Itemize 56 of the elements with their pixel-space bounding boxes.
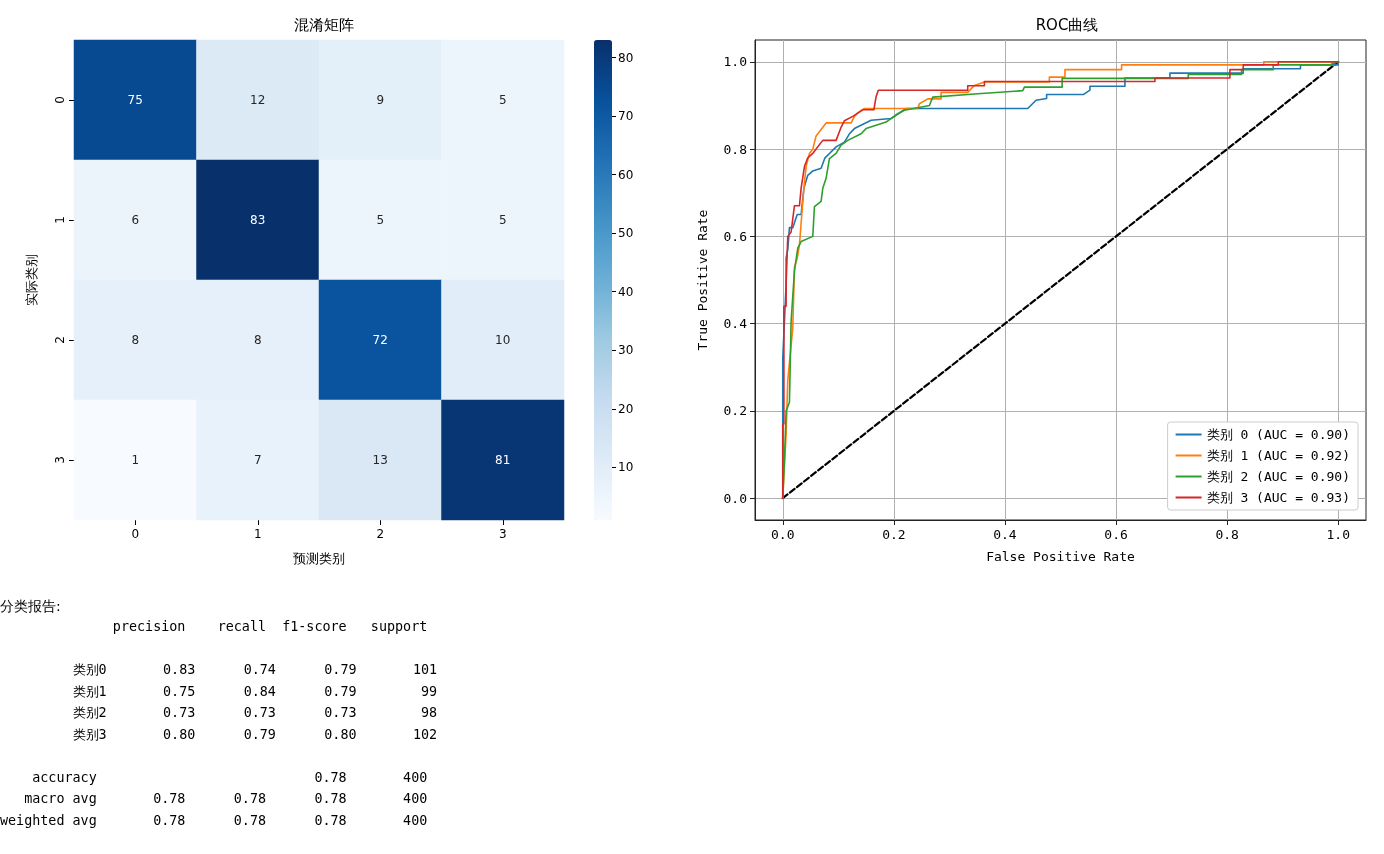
y-axis-title: 实际类别 <box>24 254 39 306</box>
color-bar-label: 40 <box>618 284 634 299</box>
text: 分类报告: <box>0 598 62 616</box>
y-tick-label: 0 <box>53 96 67 104</box>
x-tick-label: 2 <box>376 527 385 541</box>
y-axis-title: True Positive Rate <box>695 209 710 351</box>
y-tick-label: 0.2 <box>723 403 747 419</box>
data-label: 7 <box>253 453 262 467</box>
x-tick-label: 0.4 <box>993 527 1017 542</box>
data-label: 72 <box>372 333 388 347</box>
color-bar-label: 60 <box>618 167 634 182</box>
y-tick-label: 1.0 <box>723 54 747 70</box>
data-label: 13 <box>372 453 388 467</box>
x-tick-label: 0.2 <box>882 527 906 542</box>
y-tick-label: 1 <box>53 216 67 224</box>
data-label: 8 <box>253 333 262 347</box>
legend-label: 类别 2 (AUC = 0.90) <box>1206 469 1351 484</box>
x-tick-label: 0.6 <box>1104 527 1128 542</box>
color-bar-label: 80 <box>618 50 634 65</box>
color-bar-label: 70 <box>618 109 634 124</box>
data-label: 81 <box>495 453 511 467</box>
legend-label: 类别 3 (AUC = 0.93) <box>1206 490 1351 505</box>
x-axis-title: False Positive Rate <box>986 549 1136 564</box>
data-label: 10 <box>495 333 511 347</box>
y-tick-label: 0.6 <box>723 228 747 244</box>
x-axis-title: 预测类别 <box>293 551 345 566</box>
data-label: 75 <box>127 93 143 107</box>
color-bar-label: 20 <box>618 401 634 416</box>
x-tick-label: 0 <box>131 527 140 541</box>
data-label: 5 <box>376 213 385 227</box>
x-tick-label: 3 <box>498 527 507 541</box>
legend-label: 类别 1 (AUC = 0.92) <box>1206 448 1351 463</box>
x-tick-label: 0.8 <box>1215 527 1239 542</box>
data-label: 1 <box>131 453 140 467</box>
chart-title: ROC曲线 <box>1035 15 1099 34</box>
text: precision recall f1-score support 类别0 0.83 0.74 0.79 101 类别1 0.75 0.84 0.79 99 类别2 0.73 0.73 0.73 98 类别3 0.80 0.79 0.80 102 accuracy 0.78 400 macro avg 0.78 0.78 0.78 400 weighted avg 0.78 0.78 0.78 400 <box>0 619 438 828</box>
data-label: 83 <box>250 213 266 227</box>
y-tick-label: 0.8 <box>723 141 747 157</box>
data-label: 5 <box>498 213 507 227</box>
y-tick-label: 0.0 <box>723 490 747 506</box>
data-label: 8 <box>131 333 140 347</box>
legend-label: 类别 0 (AUC = 0.90) <box>1206 427 1351 442</box>
color-bar-label: 50 <box>618 226 634 241</box>
y-tick-label: 0.4 <box>723 316 748 332</box>
x-tick-label: 1 <box>253 527 262 541</box>
data-label: 9 <box>376 93 385 107</box>
data-label: 12 <box>250 93 266 107</box>
color-bar-label: 30 <box>618 343 634 358</box>
x-tick-label: 0.0 <box>771 527 795 542</box>
y-tick-label: 3 <box>53 456 67 464</box>
data-label: 5 <box>498 93 507 107</box>
y-tick-label: 2 <box>53 336 67 344</box>
x-tick-label: 1.0 <box>1326 527 1350 542</box>
data-label: 6 <box>131 213 140 227</box>
color-bar-label: 10 <box>618 460 634 475</box>
chart-title: 混淆矩阵 <box>294 15 354 34</box>
